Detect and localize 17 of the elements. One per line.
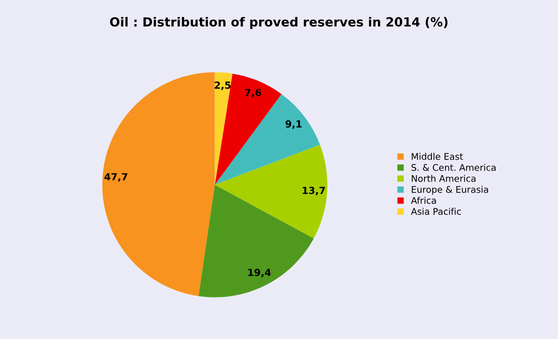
legend-label: North America bbox=[412, 174, 476, 182]
legend-label: Asia Pacific bbox=[411, 208, 461, 215]
pie-slice bbox=[214, 144, 328, 238]
legend-label: S. & Cent. America bbox=[412, 164, 496, 171]
legend-label: Europe & Eurasia bbox=[412, 186, 488, 195]
data-label: 7,6 bbox=[245, 88, 262, 98]
pie-slice bbox=[214, 74, 282, 185]
data-label: 9,1 bbox=[286, 120, 302, 129]
pie-slice bbox=[214, 72, 232, 185]
legend-label: Middle East bbox=[412, 152, 463, 160]
data-label: 47,7 bbox=[104, 173, 128, 182]
pie-slice bbox=[102, 72, 215, 296]
data-label: 2,5 bbox=[214, 81, 231, 90]
data-label: 13,7 bbox=[302, 186, 325, 196]
data-label: 19,4 bbox=[248, 268, 271, 278]
legend-label: Africa bbox=[411, 196, 436, 204]
chart-title: Oil : Distribution of proved reserves in 2014 (%) bbox=[110, 16, 448, 30]
